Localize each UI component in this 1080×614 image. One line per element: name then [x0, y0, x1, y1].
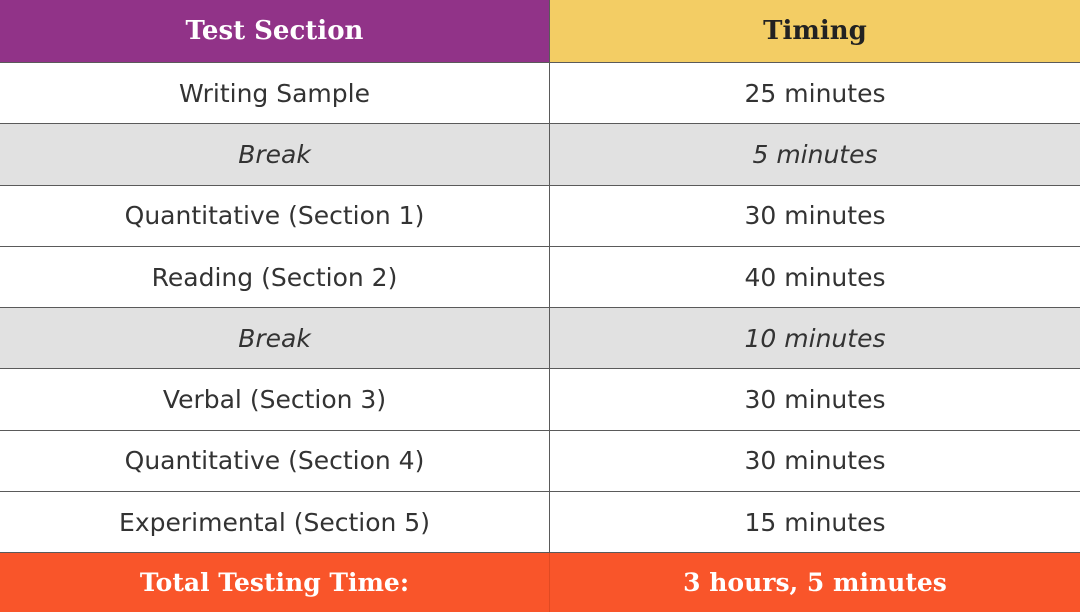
table-row: Writing Sample 25 minutes: [0, 63, 1080, 125]
row-timing: 30 minutes: [550, 430, 1080, 492]
table-row: Verbal (Section 3) 30 minutes: [0, 369, 1080, 431]
row-section: Quantitative (Section 1): [0, 185, 550, 246]
table-row-break: Break 10 minutes: [0, 308, 1080, 370]
header-timing: Timing: [550, 0, 1080, 62]
row-timing: 30 minutes: [550, 185, 1080, 246]
table-row: Quantitative (Section 4) 30 minutes: [0, 430, 1080, 493]
row-section: Break: [0, 308, 550, 369]
row-timing: 15 minutes: [550, 492, 1080, 553]
table-header-row: Test Section Timing: [0, 0, 1080, 63]
row-timing: 40 minutes: [550, 246, 1080, 308]
row-section: Break: [0, 124, 550, 185]
row-timing: 10 minutes: [550, 308, 1080, 369]
table-row: Experimental (Section 5) 15 minutes: [0, 492, 1080, 554]
header-test-section: Test Section: [0, 0, 550, 62]
total-label: Total Testing Time:: [0, 553, 550, 613]
table-row: Quantitative (Section 1) 30 minutes: [0, 185, 1080, 247]
table-row: Reading (Section 2) 40 minutes: [0, 246, 1080, 309]
row-timing: 30 minutes: [550, 369, 1080, 430]
row-section: Quantitative (Section 4): [0, 430, 550, 492]
row-section: Reading (Section 2): [0, 246, 550, 308]
row-section: Writing Sample: [0, 63, 550, 124]
row-timing: 5 minutes: [550, 124, 1080, 185]
row-section: Experimental (Section 5): [0, 492, 550, 553]
total-value: 3 hours, 5 minutes: [550, 553, 1080, 613]
table-total-row: Total Testing Time: 3 hours, 5 minutes: [0, 553, 1080, 613]
row-section: Verbal (Section 3): [0, 369, 550, 430]
row-timing: 25 minutes: [550, 63, 1080, 124]
table-row-break: Break 5 minutes: [0, 124, 1080, 186]
